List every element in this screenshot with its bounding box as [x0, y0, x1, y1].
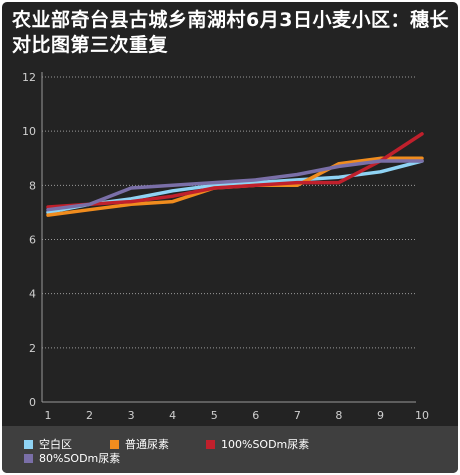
x-tick-label: 8 [335, 409, 342, 422]
legend-label: 80%SODm尿素 [39, 452, 121, 465]
legend-swatch [110, 440, 119, 449]
legend-label: 100%SODm尿素 [221, 438, 310, 451]
legend-item: 普通尿素 [110, 438, 169, 452]
x-tick-label: 5 [211, 409, 218, 422]
x-tick-label: 9 [377, 409, 384, 422]
y-tick-label: 12 [22, 71, 36, 84]
x-tick-label: 2 [86, 409, 93, 422]
x-tick-label: 4 [169, 409, 176, 422]
y-tick-label: 8 [29, 179, 36, 192]
legend-item: 100%SODm尿素 [206, 438, 309, 452]
legend-label: 普通尿素 [125, 438, 169, 451]
x-tick-label: 3 [128, 409, 135, 422]
legend-swatch [206, 440, 215, 449]
legend-swatch [24, 440, 33, 449]
x-tick-label: 7 [294, 409, 301, 422]
legend-item: 空白区 [24, 438, 72, 452]
series-line [46, 132, 424, 209]
y-tick-label: 10 [22, 125, 36, 138]
chart-title: 农业部奇台县古城乡南湖村6月3日小麦小区：穗长对比图第三次重复 [12, 9, 449, 56]
y-tick-label: 2 [29, 342, 36, 355]
legend-item: 80%SODm尿素 [24, 452, 120, 466]
series-line [46, 159, 424, 212]
x-tick-label: 1 [45, 409, 52, 422]
y-tick-label: 4 [29, 288, 36, 301]
legend-swatch [24, 454, 33, 463]
legend-label: 空白区 [39, 438, 72, 451]
y-tick-label: 0 [29, 396, 36, 409]
x-tick-label: 10 [415, 409, 429, 422]
chart-legend: 空白区 普通尿素 100%SODm尿素 80%SODm尿素 [2, 426, 458, 473]
y-tick-label: 6 [29, 234, 36, 247]
x-tick-label: 6 [252, 409, 259, 422]
